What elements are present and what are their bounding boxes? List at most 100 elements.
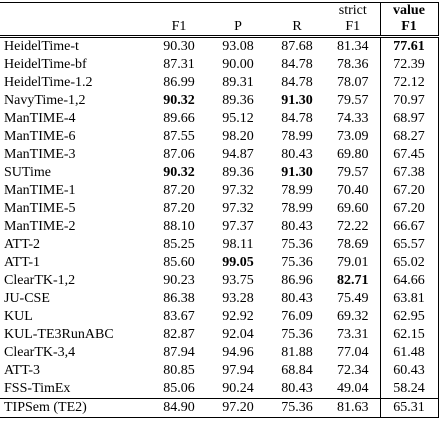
table-row: NavyTime-1,2 90.32 89.36 91.30 79.57 70.97 xyxy=(0,92,439,110)
header-cell: value xyxy=(379,2,439,19)
score-cell: 64.66 xyxy=(379,272,439,290)
score-cell: 75.49 xyxy=(337,291,369,306)
score-cell: 91.30 xyxy=(281,165,313,180)
system-name: ClearTK-3,4 xyxy=(4,345,76,360)
score-cell: 85.06 xyxy=(163,381,195,396)
score-cell: 78.99 xyxy=(281,183,313,198)
header-row: F1 P R F1 F1 xyxy=(0,19,439,38)
system-name: ClearTK-1,2 xyxy=(4,273,76,288)
system-name: HeidelTime-bf xyxy=(4,57,87,72)
header-cell xyxy=(0,19,150,38)
table-header: strict value F1 P R F1 F1 xyxy=(0,2,439,38)
table-row: ManTIME-4 89.66 95.12 84.78 74.33 68.97 xyxy=(0,110,439,128)
score-cell: 97.32 xyxy=(222,183,254,198)
table-row: ManTIME-1 87.20 97.32 78.99 70.40 67.20 xyxy=(0,182,439,200)
score-cell: 90.32 xyxy=(163,165,195,180)
score-cell: 97.37 xyxy=(222,219,254,234)
score-cell: 78.07 xyxy=(337,75,369,90)
table-row: KUL 83.67 92.92 76.09 69.32 62.95 xyxy=(0,308,439,326)
table-row: HeidelTime-bf 87.31 90.00 84.78 78.36 72.39 xyxy=(0,56,439,74)
score-cell: 79.01 xyxy=(337,255,369,270)
score-cell: 89.36 xyxy=(222,93,254,108)
score-cell: 78.99 xyxy=(281,129,313,144)
score-cell: 49.04 xyxy=(337,381,369,396)
score-cell: 83.67 xyxy=(163,309,195,324)
score-cell: 90.23 xyxy=(163,273,195,288)
score-cell: 79.57 xyxy=(337,165,369,180)
score-cell: 81.88 xyxy=(281,345,313,360)
score-cell: 80.43 xyxy=(281,381,313,396)
score-cell: 84.78 xyxy=(281,111,313,126)
system-name: ManTIME-5 xyxy=(4,201,76,216)
table-row: ATT-3 80.85 97.94 68.84 72.34 60.43 xyxy=(0,362,439,380)
score-cell: 75.36 xyxy=(281,237,313,252)
table-row: ClearTK-3,4 87.94 94.96 81.88 77.04 61.48 xyxy=(0,344,439,362)
table-body: HeidelTime-t 90.30 93.08 87.68 81.34 77.61 Hei… xyxy=(0,36,439,418)
score-cell: 85.25 xyxy=(163,237,195,252)
score-cell: 87.94 xyxy=(163,345,195,360)
table-row: ManTIME-6 87.55 98.20 78.99 73.09 68.27 xyxy=(0,128,439,146)
score-cell: 74.33 xyxy=(337,111,369,126)
score-cell: 85.60 xyxy=(163,255,195,270)
system-name: ATT-3 xyxy=(4,363,41,378)
score-cell: 87.68 xyxy=(281,39,313,54)
score-cell: 87.06 xyxy=(163,147,195,162)
results-table: strict value F1 P R F1 F1 HeidelTime-t 90.30 93.… xyxy=(0,2,439,418)
score-cell: 87.55 xyxy=(163,129,195,144)
score-cell: 73.09 xyxy=(337,129,369,144)
system-name: KUL-TE3RunABC xyxy=(4,327,114,342)
score-cell: 68.27 xyxy=(379,128,439,146)
score-cell: 87.31 xyxy=(163,57,195,72)
score-cell: 90.00 xyxy=(222,57,254,72)
system-name: FSS-TimEx xyxy=(4,381,71,396)
score-cell: 70.97 xyxy=(379,92,439,110)
table-row: ClearTK-1,2 90.23 93.75 86.96 82.71 64.66 xyxy=(0,272,439,290)
score-cell: 69.32 xyxy=(337,309,369,324)
header-cell: strict xyxy=(326,2,380,19)
score-cell: 84.78 xyxy=(281,75,313,90)
table-row: HeidelTime-t 90.30 93.08 87.68 81.34 77.61 xyxy=(0,36,439,56)
system-name: NavyTime-1,2 xyxy=(4,93,86,108)
score-cell: 72.39 xyxy=(379,56,439,74)
score-cell: 97.20 xyxy=(208,398,268,418)
header-cell xyxy=(150,2,208,19)
system-name: TIPSem (TE2) xyxy=(0,398,150,418)
score-cell: 93.28 xyxy=(222,291,254,306)
score-cell: 76.09 xyxy=(281,309,313,324)
score-cell: 89.66 xyxy=(163,111,195,126)
system-name: ManTIME-4 xyxy=(4,111,76,126)
header-cell: P xyxy=(208,19,268,38)
table-row: ManTIME-3 87.06 94.87 80.43 69.80 67.45 xyxy=(0,146,439,164)
score-cell: 68.84 xyxy=(281,363,313,378)
score-cell: 72.22 xyxy=(337,219,369,234)
score-cell: 62.95 xyxy=(379,308,439,326)
score-cell: 88.10 xyxy=(163,219,195,234)
score-cell: 84.90 xyxy=(150,398,208,418)
score-cell: 72.12 xyxy=(379,74,439,92)
score-cell: 86.99 xyxy=(163,75,195,90)
score-cell: 86.96 xyxy=(281,273,313,288)
table-row: JU-CSE 86.38 93.28 80.43 75.49 63.81 xyxy=(0,290,439,308)
score-cell: 91.30 xyxy=(281,93,313,108)
score-cell: 99.05 xyxy=(222,255,254,270)
table-row: ATT-1 85.60 99.05 75.36 79.01 65.02 xyxy=(0,254,439,272)
system-name: ManTIME-1 xyxy=(4,183,76,198)
system-name: ManTIME-3 xyxy=(4,147,76,162)
system-name: JU-CSE xyxy=(4,291,50,306)
score-cell: 78.69 xyxy=(337,237,369,252)
score-cell: 69.60 xyxy=(337,201,369,216)
score-cell: 78.36 xyxy=(337,57,369,72)
score-cell: 80.43 xyxy=(281,291,313,306)
header-cell xyxy=(208,2,268,19)
score-cell: 84.78 xyxy=(281,57,313,72)
score-cell: 77.61 xyxy=(379,36,439,56)
system-name: SUTime xyxy=(4,165,51,180)
score-cell: 68.97 xyxy=(379,110,439,128)
header-row: strict value xyxy=(0,2,439,19)
score-cell: 82.87 xyxy=(163,327,195,342)
score-cell: 61.48 xyxy=(379,344,439,362)
header-cell: F1 xyxy=(326,19,380,38)
table-row: FSS-TimEx 85.06 90.24 80.43 49.04 58.24 xyxy=(0,380,439,399)
score-cell: 98.20 xyxy=(222,129,254,144)
